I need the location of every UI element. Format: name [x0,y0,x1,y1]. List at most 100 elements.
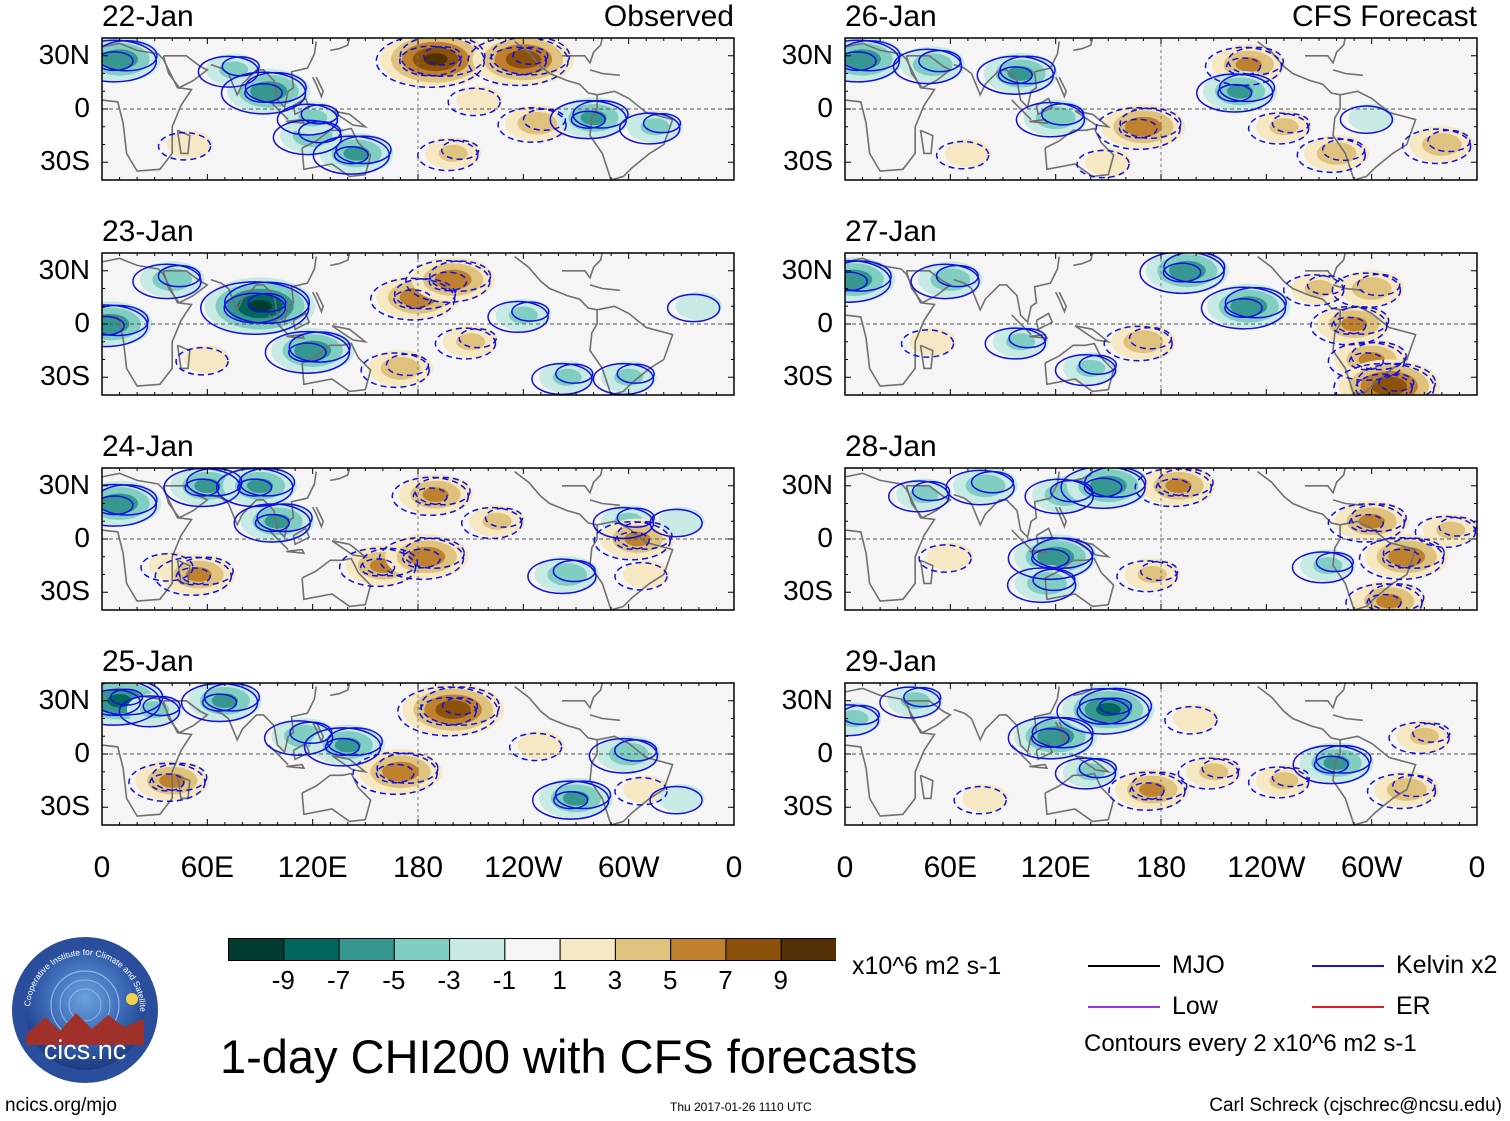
kelvin-contour [1382,548,1421,569]
coastline [953,471,1060,539]
kelvin-contour [417,139,479,172]
lat-label-30S: 30S [783,145,833,177]
chi-anomaly-blob-9 [1358,513,1385,529]
chi-anomaly-blob-6 [1165,478,1192,494]
chi-anomaly-blob-11 [184,345,231,374]
kelvin-contour [570,110,606,129]
figure-title: 1-day CHI200 with CFS forecasts [220,1030,918,1083]
kelvin-contour [554,780,612,810]
chi-anomaly-blob-3 [294,340,332,361]
colorbar-tick--9: -9 [271,965,295,995]
panel-date-24-Jan: 24-Jan [102,430,194,463]
kelvin-contour [1030,728,1070,749]
chi-anomaly-blob-7 [508,306,538,324]
coastline [589,499,620,507]
kelvin-contour [1031,716,1094,749]
kelvin-contour [1313,755,1349,774]
coastline [1011,529,1032,551]
coastline [330,468,351,482]
kelvin-contour [1378,373,1415,392]
lon-label-120E: 120E [277,851,348,884]
observed-label: Observed [603,0,734,33]
kelvin-contour [254,513,290,533]
kelvin-contour [184,478,220,497]
kelvin-contour [402,548,441,569]
chi-anomaly-blob-5 [1230,296,1268,317]
coastline [292,527,311,546]
coastline [1073,38,1094,52]
kelvin-contour [918,49,962,73]
chi-anomaly-blob-6 [423,53,448,66]
chi-anomaly-blob-6 [1235,57,1262,72]
coastline [102,687,193,817]
kelvin-contour [1140,560,1179,582]
chi-anomaly-blob-8 [1323,755,1350,771]
coastline [1332,499,1363,507]
colorbar-swatch [504,938,561,961]
map-panel-24-Jan [101,467,735,611]
panel-date-26-Jan: 26-Jan [845,0,937,33]
chi-anomaly-blob-11 [640,118,670,136]
kelvin-contour [1054,354,1117,387]
coastline [330,683,351,697]
coastline [589,714,620,722]
lat-label-0: 0 [74,737,90,768]
chi-anomaly-blob-12 [456,333,486,351]
kelvin-contour [1015,101,1086,138]
kelvin-contour [1388,721,1450,755]
chi-anomaly-blob-5 [1139,782,1166,797]
kelvin-contour [845,271,868,292]
coastline [1011,314,1032,336]
lon-label-60E: 60E [923,851,978,884]
colorbar-swatch [283,938,340,961]
coastline [268,744,289,766]
chi-anomaly-blob-8 [422,487,449,502]
kelvin-contour [412,487,448,506]
coastline [1305,683,1347,710]
coastline [1305,468,1347,495]
lat-label-30S: 30S [40,790,90,822]
logo-text: cics.nc [44,1035,127,1065]
kelvin-contour [221,56,260,77]
lon-label-120E: 120E [1020,851,1091,884]
coastline [286,118,306,125]
legend-label-MJO: MJO [1172,951,1225,979]
chi-anomaly-blob-1 [250,81,288,102]
kelvin-contour [1331,272,1402,309]
kelvin-contour [201,693,238,712]
kelvin-contour [376,752,439,784]
chi-anomaly-blob-6 [380,357,421,380]
chi-anomaly-blob-4 [334,737,361,753]
kelvin-contour [945,469,1015,506]
colorbar-swatch [228,938,285,961]
kelvin-contour [1024,478,1094,515]
kelvin-contour [440,139,480,161]
chi-anomaly-blob-10 [1388,546,1426,567]
chi-anomaly-blob-0 [909,486,939,504]
coastline [845,42,936,172]
kelvin-contour [553,790,589,810]
chi-anomaly-blob-13 [623,560,670,589]
chi-anomaly-blob-12 [658,784,705,813]
coastline [1073,253,1094,267]
website-link[interactable]: ncics.org/mjo [5,1095,117,1116]
kelvin-contour [614,561,668,591]
coastline [301,557,372,608]
lon-label-60W: 60W [1340,851,1403,884]
kelvin-contour [223,292,287,324]
kelvin-contour [511,301,550,322]
chi-anomaly-blob-6 [1199,763,1229,781]
kelvin-contour [1103,325,1173,362]
kelvin-contour [1350,503,1407,533]
units-label: x10^6 m2 s-1 [852,952,1002,980]
lat-label-30N: 30N [38,38,90,70]
kelvin-contour [997,66,1033,85]
kelvin-contour [378,536,465,581]
coastline [514,470,598,526]
lat-label-30S: 30S [40,145,90,177]
coastline [562,253,604,280]
coastline [905,55,952,89]
kelvin-contour [1054,757,1117,790]
coastline [845,687,936,817]
kelvin-contour [361,547,419,577]
